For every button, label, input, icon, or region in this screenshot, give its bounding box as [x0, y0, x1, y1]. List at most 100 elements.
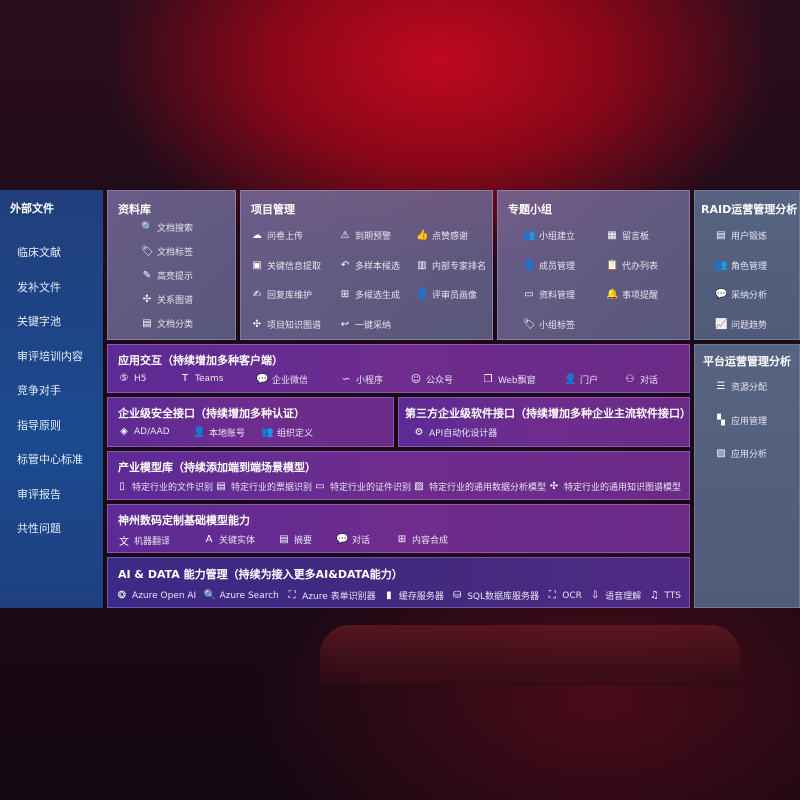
group-item[interactable]: ▭ 资料管理: [523, 288, 575, 301]
project-item[interactable]: ↩ 一键采纳: [339, 318, 391, 331]
project-item[interactable]: 👤 评审员画像: [416, 288, 477, 301]
library-item-label: 文档标签: [157, 248, 194, 258]
security-item[interactable]: ◈ AD/AAD: [118, 426, 170, 437]
models-item[interactable]: ▭ 特定行业的证件识别: [314, 480, 411, 493]
security-item[interactable]: 👥 组织定义: [261, 426, 313, 439]
models-item[interactable]: ▤ 特定行业的票据识别: [215, 480, 312, 493]
aidata-item[interactable]: ⛁ SQL数据库服务器: [451, 589, 539, 602]
interaction-item[interactable]: ∽ 小程序: [340, 373, 383, 386]
project-item-label: 点赞感谢: [432, 232, 469, 242]
project-item[interactable]: 👍 点赞感谢: [416, 229, 468, 242]
external-file-item[interactable]: 临床文献: [17, 246, 61, 259]
org-icon: 👥: [261, 427, 274, 438]
raid-item[interactable]: ▤ 用户锻炼: [715, 229, 767, 242]
external-file-item[interactable]: 指导原则: [17, 418, 61, 432]
project-item[interactable]: ⊞ 多候选生成: [339, 288, 400, 301]
library-item[interactable]: 🔍 文档搜索: [141, 221, 193, 234]
aidata-item[interactable]: ⛶ OCR: [546, 590, 582, 601]
project-item[interactable]: ▥ 内部专家排名: [416, 259, 486, 272]
group-item-label: 小组建立: [539, 232, 576, 242]
models-item[interactable]: ✣ 特定行业的通用知识图谱模型: [548, 480, 681, 493]
external-file-item[interactable]: 发补文件: [17, 280, 61, 294]
aidata-item[interactable]: ⛶ Azure 表单识别器: [286, 589, 376, 602]
group-item[interactable]: 🏷 小组标签: [523, 318, 575, 331]
project-item-label: 一键采纳: [355, 320, 392, 331]
group-item-label: 资料管理: [539, 291, 576, 301]
reply-icon: ↩: [340, 318, 350, 330]
qa-icon: 💬: [715, 289, 728, 300]
platform-item[interactable]: ▚ 应用管理: [715, 414, 767, 427]
library-item[interactable]: ✎ 高亮提示: [141, 269, 193, 282]
security-item-label: 组织定义: [277, 429, 314, 439]
raid-item-label: 采纳分析: [731, 291, 768, 301]
project-management-title: 项目管理: [251, 203, 295, 216]
security-item[interactable]: 👤 本地账号: [193, 426, 245, 439]
group-item[interactable]: 👤 成员管理: [523, 259, 575, 272]
project-item[interactable]: ✍ 回复库维护: [251, 288, 312, 301]
base-item[interactable]: ▤ 摘要: [278, 533, 312, 546]
thirdparty-item[interactable]: ⚙ API自动化设计器: [413, 426, 498, 439]
aidata-item-label: TTS: [664, 590, 681, 601]
external-file-item[interactable]: 审评报告: [17, 487, 61, 501]
interaction-item-label: 小程序: [356, 376, 384, 386]
group-item[interactable]: 🔔 事项提醒: [606, 288, 658, 301]
interaction-item[interactable]: ☺ 公众号: [410, 373, 453, 386]
group-item[interactable]: 📋 代办列表: [606, 259, 658, 272]
raid-item[interactable]: 👥 角色管理: [715, 259, 767, 272]
project-item[interactable]: ⚠ 到期预警: [339, 229, 392, 242]
project-item[interactable]: ▣ 关键信息提取: [251, 259, 321, 272]
platform-item[interactable]: ▨ 应用分析: [715, 447, 767, 460]
external-file-item[interactable]: 竞争对手: [17, 384, 61, 397]
external-file-item[interactable]: 审评培训内容: [17, 349, 83, 363]
tag-icon: 🏷: [141, 246, 154, 257]
library-item[interactable]: ▤ 文档分类: [141, 317, 193, 330]
library-item[interactable]: 🏷 文档标签: [141, 245, 193, 258]
project-item[interactable]: ↶ 多样本候选: [339, 259, 400, 272]
library-item-label: 关系图谱: [157, 296, 194, 306]
external-file-item[interactable]: 共性问题: [17, 522, 61, 535]
group-item-label: 代办列表: [622, 261, 659, 272]
models-item-label: 特定行业的文件识别: [132, 483, 214, 493]
openai-icon: ❂: [117, 590, 127, 601]
interaction-title: 应用交互（持续增加多种客户端）: [118, 354, 283, 367]
doc-search-icon: 🔍: [141, 222, 154, 233]
project-item-label: 内部专家排名: [432, 261, 487, 272]
pen-icon: ✎: [142, 270, 152, 281]
raid-item[interactable]: 💬 采纳分析: [715, 288, 767, 301]
base-item[interactable]: 文机器翻译: [118, 533, 170, 548]
raid-item[interactable]: 📈 问题趋势: [715, 318, 767, 331]
interaction-item[interactable]: ⚇ 对话: [624, 373, 659, 386]
group-item-label: 事项提醒: [622, 291, 659, 301]
knowledge-graph-icon: ✣: [549, 481, 559, 492]
aidata-item[interactable]: ⇩ 语音理解: [589, 589, 641, 602]
project-item[interactable]: ☁ 问卷上传: [251, 229, 303, 242]
base-item[interactable]: ⊞ 内容合成: [396, 533, 448, 546]
base-item[interactable]: A 关键实体: [203, 533, 255, 546]
interaction-item[interactable]: T Teams: [179, 373, 224, 384]
interaction-item[interactable]: ⑤ H5: [118, 373, 147, 384]
thirdparty-item-label: API自动化设计器: [429, 429, 498, 439]
library-item[interactable]: ✣ 关系图谱: [141, 293, 193, 306]
interaction-item[interactable]: 👤 门户: [564, 373, 598, 386]
translate-icon: 文: [119, 537, 129, 548]
aidata-item-label: OCR: [562, 590, 582, 601]
group-item[interactable]: 👥 小组建立: [523, 229, 575, 242]
group-item[interactable]: ▦ 留言板: [606, 229, 649, 242]
receipt-icon: ▤: [216, 481, 226, 492]
external-file-item[interactable]: 标管中心标准: [17, 453, 83, 466]
models-item[interactable]: ▨ 特定行业的通用数据分析模型: [413, 480, 546, 493]
project-item-label: 问卷上传: [267, 232, 304, 242]
aidata-item[interactable]: ♫ TTS: [648, 590, 681, 601]
base-item[interactable]: 💬 对话: [336, 533, 370, 546]
interaction-item[interactable]: 💬 企业微信: [256, 373, 308, 386]
aidata-item[interactable]: ▮ 缓存服务器: [383, 589, 444, 602]
models-item[interactable]: ▯ 特定行业的文件识别: [116, 480, 213, 493]
project-item[interactable]: ✣ 项目知识图谱: [251, 318, 321, 331]
interaction-item-label: 企业微信: [272, 376, 309, 386]
security-item-label: AD/AAD: [134, 426, 170, 437]
external-file-item[interactable]: 关键字池: [17, 315, 61, 328]
platform-item[interactable]: ☰ 资源分配: [715, 380, 768, 393]
aidata-item[interactable]: 🔍 Azure Search: [203, 590, 278, 601]
aidata-item[interactable]: ❂ Azure Open AI: [116, 590, 196, 601]
interaction-item[interactable]: ❐ Web飘窗: [482, 373, 536, 386]
